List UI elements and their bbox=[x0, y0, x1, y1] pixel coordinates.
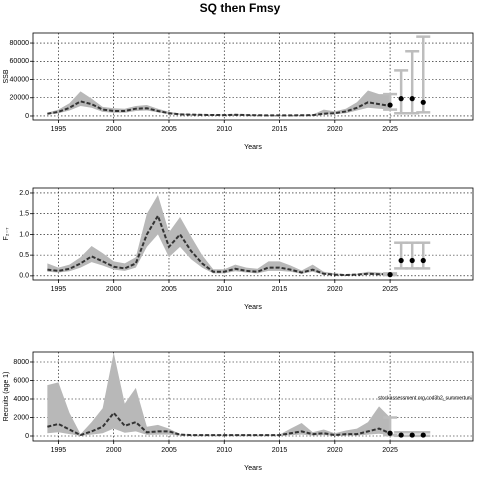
y-tick-label: 0.0 bbox=[19, 273, 29, 280]
y-tick-label: 1.0 bbox=[19, 231, 29, 238]
projection-point bbox=[409, 432, 415, 438]
plot-frame bbox=[32, 32, 474, 121]
x-tick-label: 2025 bbox=[382, 447, 398, 454]
x-tick-label: 2025 bbox=[382, 286, 398, 293]
y-tick-label: 80000 bbox=[10, 40, 30, 47]
x-tick-label: 2015 bbox=[272, 447, 288, 454]
x-tick-label: 2020 bbox=[327, 286, 343, 293]
x-tick-label: 2010 bbox=[216, 286, 232, 293]
projection-point bbox=[420, 257, 426, 264]
y-axis-label: SSB bbox=[3, 69, 10, 83]
y-tick-label: 40000 bbox=[10, 76, 30, 83]
x-tick-label: 2000 bbox=[106, 286, 122, 293]
page-title: SQ then Fmsy bbox=[200, 1, 281, 15]
projection-point bbox=[420, 432, 426, 438]
x-tick-label: 2000 bbox=[106, 126, 122, 133]
estimate-line bbox=[47, 411, 391, 437]
projection-point bbox=[387, 272, 393, 278]
x-axis-label: Years bbox=[244, 304, 262, 311]
x-tick-label: 2020 bbox=[327, 126, 343, 133]
y-tick-label: 4000 bbox=[13, 396, 29, 403]
y-tick-label: 0.5 bbox=[19, 252, 29, 259]
projection-point bbox=[387, 430, 393, 436]
projection-point bbox=[398, 257, 404, 264]
plot-frame bbox=[32, 187, 474, 281]
y-tick-label: 2.0 bbox=[19, 190, 29, 197]
y-tick-label: 20000 bbox=[10, 95, 30, 102]
projection-point bbox=[420, 99, 426, 105]
y-tick-label: 8000 bbox=[13, 359, 29, 366]
estimate-line bbox=[47, 100, 391, 117]
projection-point bbox=[387, 102, 393, 108]
x-tick-label: 2010 bbox=[216, 447, 232, 454]
x-tick-label: 1995 bbox=[51, 447, 67, 454]
x-axis-label: Years bbox=[244, 465, 262, 472]
x-tick-label: 2015 bbox=[272, 126, 288, 133]
estimate-line bbox=[47, 213, 391, 277]
confidence-band bbox=[47, 195, 391, 276]
y-tick-label: 0 bbox=[25, 113, 29, 120]
x-tick-label: 2005 bbox=[161, 286, 177, 293]
x-tick-label: 2005 bbox=[161, 447, 177, 454]
projection-point bbox=[409, 257, 415, 264]
y-axis-label: F₂₋₇ bbox=[3, 227, 10, 241]
projection-point bbox=[398, 432, 404, 438]
y-tick-label: 6000 bbox=[13, 377, 29, 384]
x-tick-label: 1995 bbox=[51, 286, 67, 293]
y-tick-label: 1.5 bbox=[19, 211, 29, 218]
x-axis-label: Years bbox=[244, 144, 262, 151]
x-tick-label: 2025 bbox=[382, 126, 398, 133]
confidence-band bbox=[47, 352, 391, 436]
projection-point bbox=[409, 96, 415, 102]
x-tick-label: 1995 bbox=[51, 126, 67, 133]
y-axis-label: Recruits (age 1) bbox=[3, 372, 10, 422]
x-tick-label: 2005 bbox=[161, 126, 177, 133]
x-tick-label: 2015 bbox=[272, 286, 288, 293]
plot-frame bbox=[32, 351, 474, 442]
x-tick-label: 2020 bbox=[327, 447, 343, 454]
x-tick-label: 2010 bbox=[216, 126, 232, 133]
projection-point bbox=[398, 96, 404, 102]
y-tick-label: 2000 bbox=[13, 414, 29, 421]
annotation: stockassessment.org,cod3b2_summertuni bbox=[378, 395, 472, 401]
y-tick-label: 0 bbox=[25, 433, 29, 440]
x-tick-label: 2000 bbox=[106, 447, 122, 454]
y-tick-label: 60000 bbox=[10, 58, 30, 65]
